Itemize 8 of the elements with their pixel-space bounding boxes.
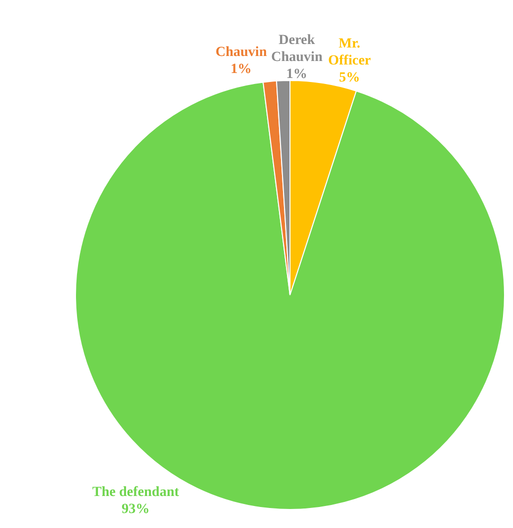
data-label: 5% bbox=[338, 70, 360, 86]
data-label: 1% bbox=[286, 67, 308, 82]
slice-label: The defendant bbox=[92, 485, 180, 500]
data-label: 1% bbox=[230, 62, 252, 77]
data-label: 93% bbox=[122, 502, 150, 518]
slice-label: Mr. Officer bbox=[328, 36, 371, 68]
slice-label: Chauvin bbox=[215, 44, 268, 60]
slice-label: Derek Chauvin bbox=[271, 33, 323, 66]
